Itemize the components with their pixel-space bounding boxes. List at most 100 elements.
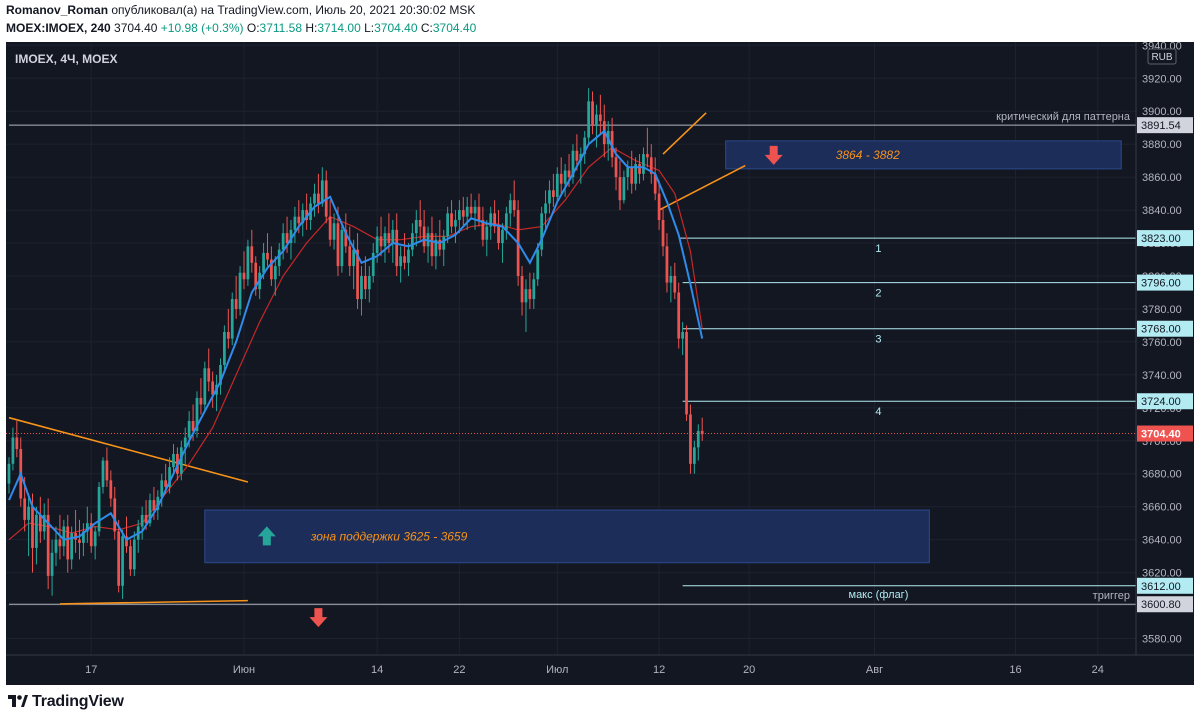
candle-body [238, 272, 242, 309]
candle-body [673, 275, 677, 293]
candle-body [501, 229, 504, 244]
time-axis-tick: 24 [1092, 664, 1104, 676]
candle-body [391, 229, 395, 244]
time-axis-tick: Июл [546, 664, 568, 676]
candle-body [211, 381, 215, 395]
currency-badge-label: RUB [1151, 52, 1172, 63]
candle-body [254, 262, 258, 290]
price-tag [1137, 320, 1193, 337]
price-axis-tick: 3620.00 [1142, 568, 1182, 580]
candle-body [340, 229, 344, 267]
candle-body [54, 539, 58, 553]
candle-body [132, 539, 136, 570]
candle-body [46, 514, 50, 576]
resistance-zone-label: 3864 - 3882 [836, 148, 900, 162]
price-tag-label: 3600.80 [1141, 599, 1181, 611]
time-axis-tick: 20 [743, 664, 755, 676]
candle-body [536, 249, 540, 280]
candle-body [610, 130, 614, 158]
candle-body [242, 272, 246, 280]
candle-body [320, 180, 324, 204]
candle-body [85, 523, 89, 532]
candle-body [524, 289, 528, 303]
price-axis-tick: 3920.00 [1142, 73, 1182, 85]
candle-body [540, 213, 543, 250]
candle-body [434, 239, 438, 257]
candle-body [199, 397, 203, 405]
candle-body [207, 368, 211, 382]
chart-canvas[interactable]: зона поддержки 3625 - 3659 3864 - 3882 кри… [6, 42, 1194, 685]
price-tag-label: 3823.00 [1141, 233, 1181, 245]
price-tag-label: 3768.00 [1141, 324, 1181, 336]
candle-body [27, 506, 30, 520]
candle-body [555, 173, 559, 197]
last-price: 3704.40 [114, 21, 158, 35]
candle-body [7, 463, 11, 484]
candle-body [587, 101, 590, 138]
ma-fast-line [8, 129, 704, 542]
time-axis-tick: 12 [653, 664, 665, 676]
candle-body [450, 213, 453, 227]
candle-body [469, 206, 473, 214]
trendline [8, 416, 249, 483]
candle-body [179, 447, 183, 474]
candle-body [364, 275, 367, 290]
candle-body [82, 531, 85, 543]
candle-body [700, 430, 704, 435]
candle-body [548, 190, 551, 204]
price-axis-tick: 3940.00 [1142, 42, 1182, 52]
header-line-ohlc: MOEX:IMOEX, 240 3704.40 +10.98 (+0.3%) O… [6, 21, 476, 35]
candle-body [446, 213, 450, 237]
candle-body [473, 206, 477, 214]
candle-body [285, 233, 289, 244]
candle-body [493, 213, 497, 227]
price-tag [1137, 393, 1193, 410]
price-axis-tick: 3640.00 [1142, 535, 1182, 547]
candle-body [505, 213, 508, 230]
chart-pane[interactable]: зона поддержки 3625 - 3659 3864 - 3882 кри… [6, 42, 1194, 685]
candle-body [399, 256, 403, 267]
candle-body [489, 213, 493, 227]
candle-body [344, 229, 348, 247]
candle-body [591, 101, 594, 125]
candle-body [508, 200, 512, 214]
price-axis-tick: 3580.00 [1142, 634, 1182, 646]
level-label: триггер [1093, 590, 1130, 602]
trendline [662, 112, 707, 155]
candle-body [125, 536, 128, 547]
tradingview-logo-icon [8, 695, 28, 707]
candle-body [689, 414, 692, 464]
candle-body [328, 216, 332, 240]
candle-body [35, 514, 38, 548]
candle-body [105, 460, 109, 481]
candle-body [653, 173, 657, 194]
candle-body [477, 206, 481, 220]
candle-body [657, 193, 661, 220]
candle-body [140, 514, 144, 527]
candle-body [266, 252, 269, 260]
candle-body [156, 496, 160, 510]
candle-body [630, 167, 634, 184]
candle-body [411, 233, 414, 250]
trendline [59, 599, 248, 605]
trendline [658, 164, 746, 211]
author-name: Romanov_Roman [6, 3, 109, 17]
candle-body [583, 137, 587, 155]
resistance-zone [725, 140, 1122, 170]
candle-body [532, 279, 536, 300]
candle-body [89, 523, 93, 547]
price-axis-tick: 3840.00 [1142, 205, 1182, 217]
price-tag [1137, 577, 1193, 594]
tradingview-logo[interactable]: TradingView [8, 693, 124, 711]
symbol-label: MOEX:IMOEX, 240 [6, 21, 111, 35]
support-zone [204, 509, 930, 564]
candle-body [599, 114, 602, 122]
candle-body [371, 252, 375, 276]
candle-body [203, 368, 207, 405]
level-label: 4 [875, 406, 881, 418]
chart-title: IMOEX, 4Ч, MOEX [15, 52, 117, 66]
candle-body [160, 480, 164, 497]
candle-body [634, 163, 637, 184]
price-tag-label: 3612.00 [1141, 581, 1181, 593]
candle-body [195, 397, 199, 431]
